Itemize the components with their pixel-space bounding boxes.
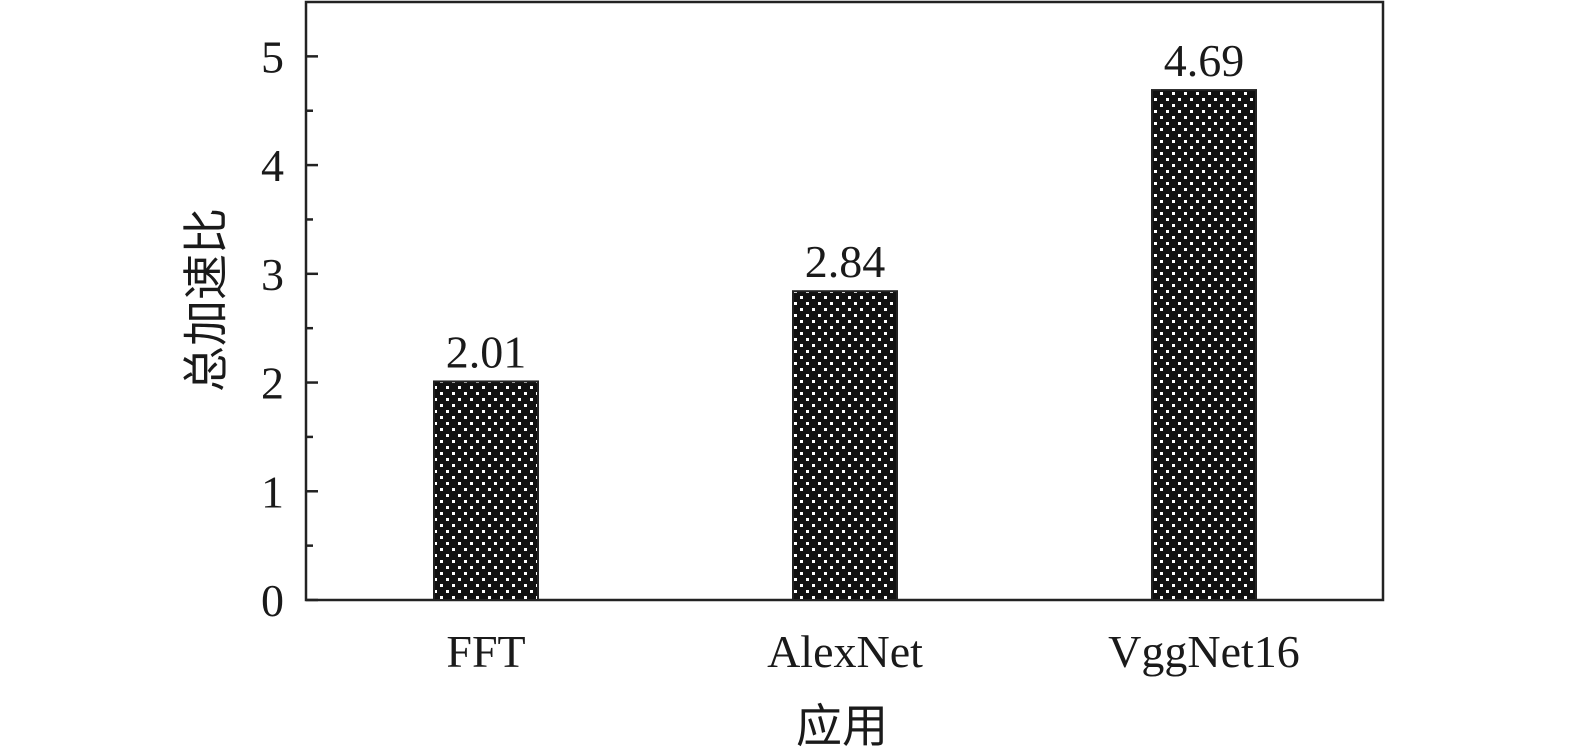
y-tick-label: 3 xyxy=(261,249,284,300)
y-tick-label: 2 xyxy=(261,358,284,409)
y-axis-ticks: 0 1 2 3 4 5 xyxy=(261,31,318,626)
y-tick-label: 4 xyxy=(261,140,284,191)
x-tick-label: AlexNet xyxy=(767,626,923,677)
value-labels: 2.01 2.84 4.69 xyxy=(446,35,1245,377)
x-tick-label: FFT xyxy=(446,626,525,677)
bar-value-label: 4.69 xyxy=(1164,35,1245,86)
bar-value-label: 2.84 xyxy=(805,236,886,287)
bar-vggnet16 xyxy=(1151,89,1257,601)
bar-value-label: 2.01 xyxy=(446,326,527,377)
bars xyxy=(433,89,1257,602)
y-axis-title: 总加速比 xyxy=(181,208,232,392)
x-axis-tick-labels: FFT AlexNet VggNet16 xyxy=(446,626,1299,677)
y-tick-label: 5 xyxy=(261,31,284,82)
bar-fft xyxy=(433,380,539,602)
y-tick-label: 0 xyxy=(261,575,284,626)
y-tick-label: 1 xyxy=(261,466,284,517)
x-tick-label: VggNet16 xyxy=(1108,626,1300,677)
bar-alexnet xyxy=(792,290,898,601)
x-axis-title: 应用 xyxy=(796,701,888,752)
